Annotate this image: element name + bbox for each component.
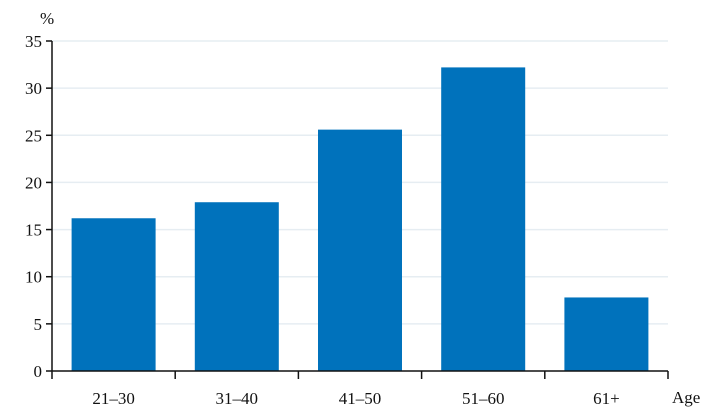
y-axis-label: % <box>40 9 54 28</box>
y-tick-label-10: 10 <box>25 268 42 287</box>
bar-31–40 <box>194 202 279 371</box>
bar-61+ <box>564 297 649 371</box>
x-tick-label-51–60: 51–60 <box>462 389 505 408</box>
x-tick-label-61+: 61+ <box>593 389 620 408</box>
y-tick-label-0: 0 <box>34 362 43 381</box>
bar-41–50 <box>318 129 402 371</box>
y-tick-label-15: 15 <box>25 221 42 240</box>
y-tick-label-20: 20 <box>25 173 42 192</box>
y-tick-label-5: 5 <box>34 315 43 334</box>
x-axis-label: Age <box>672 388 700 407</box>
x-tick-label-21–30: 21–30 <box>92 389 135 408</box>
y-tick-label-30: 30 <box>25 79 42 98</box>
bar-21–30 <box>71 218 156 371</box>
y-tick-label-35: 35 <box>25 32 42 51</box>
axes <box>51 41 668 372</box>
x-tick-label-31–40: 31–40 <box>216 389 259 408</box>
bars <box>71 67 649 372</box>
y-ticks: 0 5 10 15 20 25 30 35 <box>25 32 52 381</box>
x-ticks: 21–30 31–40 41–50 51–60 61+ <box>51 371 669 408</box>
y-tick-label-25: 25 <box>25 126 42 145</box>
bar-51–60 <box>441 67 526 372</box>
x-tick-label-41–50: 41–50 <box>339 389 382 408</box>
